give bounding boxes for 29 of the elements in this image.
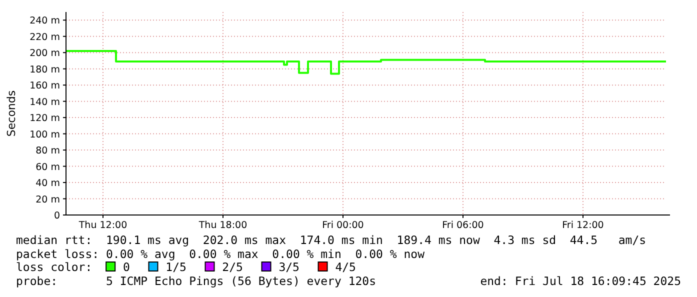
y-axis-title: Seconds xyxy=(5,90,18,137)
legend-label: 1/5 xyxy=(166,260,186,274)
legend-label: 4/5 xyxy=(335,260,356,274)
text: end: Fri Jul 18 16:09:45 2025 xyxy=(480,274,681,288)
y-tick-label: 240 m xyxy=(30,16,60,27)
legend-label: 3/5 xyxy=(278,260,300,274)
y-tick-label: 100 m xyxy=(30,129,60,140)
y-tick-label: 200 m xyxy=(30,48,60,60)
x-tick-label: Fri 00:00 xyxy=(322,220,364,231)
text: median rtt: 190.1 ms avg 202.0 ms max 174.0 ms min 189.4 ms now 4.3 ms sd 44.5 am/s xyxy=(16,233,646,247)
y-tick-label: 60 m xyxy=(36,162,60,173)
y-tick-label: 80 m xyxy=(36,146,60,157)
legend-label: 2/5 xyxy=(222,260,243,274)
x-tick-label: Fri 06:00 xyxy=(442,220,484,231)
y-tick-label: 180 m xyxy=(30,64,60,76)
text: probe: 5 ICMP Echo Pings (56 Bytes) every 120s xyxy=(16,274,376,288)
y-tick-label: 40 m xyxy=(36,178,60,190)
legend-title: loss color: xyxy=(16,260,92,274)
legend-label: 0 xyxy=(123,260,130,274)
text: packet loss: 0.00 % avg 0.00 % max 0.00 % min 0.00 % now xyxy=(16,247,425,261)
y-tick-label: 0 xyxy=(54,210,60,222)
y-tick-label: 20 m xyxy=(36,194,60,206)
x-tick-label: Thu 18:00 xyxy=(198,220,248,231)
y-tick-label: 140 m xyxy=(30,96,60,108)
y-tick-label: 220 m xyxy=(30,32,60,43)
y-tick-label: 160 m xyxy=(30,80,60,92)
x-tick-label: Fri 12:00 xyxy=(562,220,604,231)
y-tick-label: 120 m xyxy=(30,113,60,124)
x-tick-label: Thu 12:00 xyxy=(78,220,128,231)
